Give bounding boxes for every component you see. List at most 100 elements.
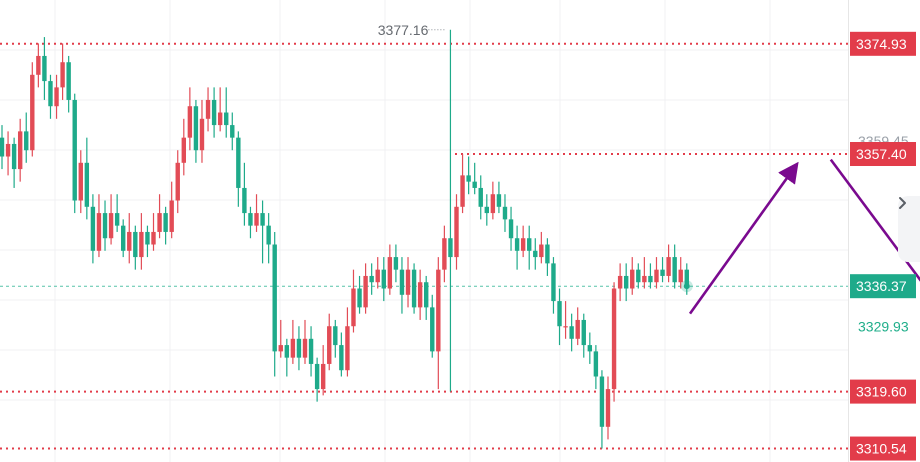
candle-body (502, 206, 508, 220)
candle-body (78, 162, 83, 201)
price-level-tag (850, 31, 916, 56)
projection-arrow (688, 161, 799, 315)
candle-body (339, 345, 344, 371)
candle-body (48, 81, 53, 107)
candle-body (169, 200, 174, 232)
candle-body (290, 338, 296, 358)
candle-body (187, 106, 193, 138)
candle-body (660, 269, 665, 276)
candle-body (411, 269, 417, 308)
candle-body (581, 319, 586, 346)
candle-body (327, 326, 332, 364)
candle-body (248, 213, 253, 226)
candle-body (84, 162, 90, 207)
candle-body (514, 238, 520, 251)
candle-body (254, 213, 259, 226)
high-marker-label: 3377.16 (378, 22, 429, 38)
candle-body (133, 231, 138, 258)
candle-body (224, 112, 229, 126)
candle-body (569, 326, 574, 339)
candle-body (30, 74, 35, 151)
price-level-tag-label: 3319.60 (856, 384, 907, 400)
price-axis: 3359.453329.933374.933357.403319.603310.… (850, 31, 916, 461)
candle-body (575, 319, 580, 339)
scroll-right-button[interactable] (898, 196, 920, 262)
candle-body (102, 213, 108, 239)
candle-body (381, 269, 386, 289)
axis-tick-label: 3329.93 (858, 319, 909, 335)
current-price-tag (850, 274, 916, 299)
candle-body (230, 125, 235, 138)
candle-body (5, 143, 11, 157)
candle-body (145, 231, 150, 245)
candle-body (387, 257, 393, 289)
candle-body (642, 275, 647, 283)
candle-body (278, 345, 283, 352)
candle-body (599, 376, 605, 427)
current-price-tag-label: 3336.37 (856, 278, 907, 294)
candle-body (139, 231, 144, 258)
candle-body (302, 338, 308, 358)
candle-body (454, 206, 459, 258)
candle-body (296, 338, 302, 358)
candle-body (108, 213, 114, 239)
candle-body (320, 363, 326, 390)
candle-body (266, 225, 271, 245)
chevron-right-icon (899, 197, 906, 209)
candle-body (36, 55, 41, 75)
candle-body (114, 213, 120, 226)
candle-body (205, 99, 211, 119)
candle-body (151, 231, 156, 245)
candle-body (375, 269, 380, 283)
candle-body (551, 263, 556, 302)
candle-body (636, 269, 641, 283)
candle-body (448, 238, 453, 258)
candle-body (442, 238, 447, 270)
candle-body (430, 307, 435, 352)
candle-body (623, 275, 629, 289)
candle-body (508, 219, 514, 239)
candle-body (587, 345, 593, 352)
candle-body (42, 55, 47, 82)
candle-body (211, 99, 217, 126)
candle-body (175, 162, 180, 201)
candle-body (666, 257, 671, 276)
candle-body (60, 62, 65, 88)
candle-body (308, 338, 314, 364)
candle-body (54, 87, 59, 107)
price-level-tag-label: 3357.40 (856, 146, 907, 162)
candle-body (11, 143, 17, 170)
projection-arrow (829, 158, 920, 282)
candle-body (490, 194, 496, 214)
candle-body (363, 275, 368, 308)
candle-body (605, 389, 611, 427)
candle-body (345, 326, 350, 371)
candle-body (90, 206, 96, 251)
candle-body (127, 231, 132, 251)
candle-body (217, 112, 223, 126)
candle-body (405, 269, 411, 295)
candle-body (593, 351, 599, 377)
candle-body (466, 175, 471, 182)
candle-body (199, 118, 205, 151)
candle-body (648, 275, 653, 283)
candle-body (284, 345, 290, 358)
candle-body (478, 187, 483, 207)
candle-body (617, 275, 623, 289)
candle-body (545, 244, 550, 264)
candle-body (533, 250, 538, 258)
candle-body (72, 99, 77, 201)
candle-body (193, 106, 199, 151)
candle-body (672, 257, 677, 283)
candle-body (357, 288, 362, 308)
candle-body (417, 282, 423, 308)
price-level-tag (850, 436, 916, 461)
candle-body (472, 181, 477, 188)
candle-body (272, 244, 277, 352)
candle-body (484, 206, 489, 214)
candle-layer: 3377.16 (0, 22, 693, 449)
candle-body (351, 288, 356, 327)
price-level-tag-label: 3310.54 (856, 441, 907, 457)
candle-body (0, 137, 5, 157)
